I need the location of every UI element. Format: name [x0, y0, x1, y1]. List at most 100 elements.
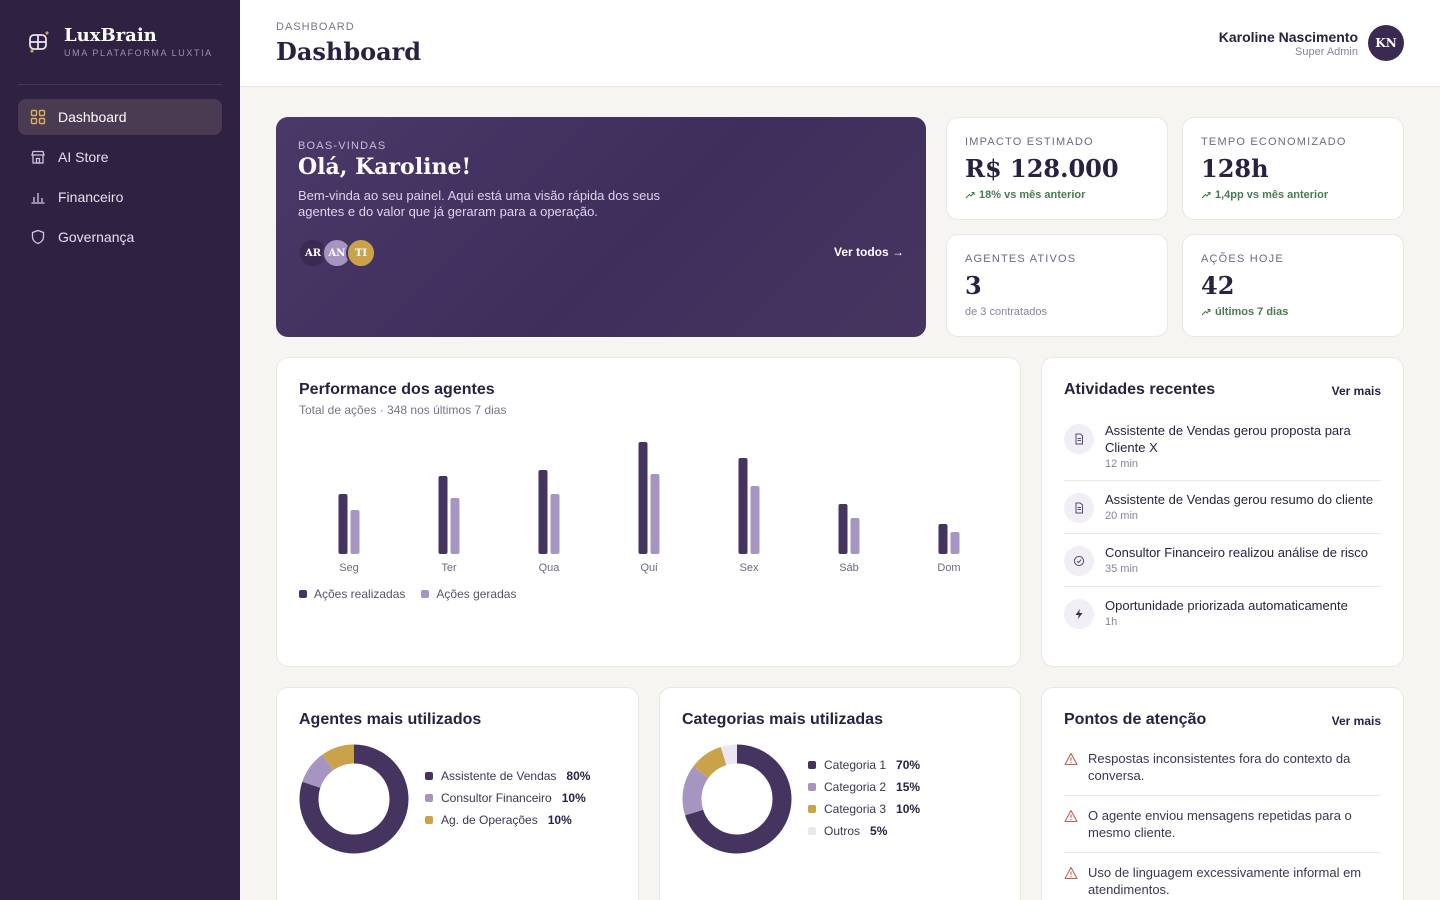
bar-ter-series-0[interactable]: [438, 476, 448, 554]
kpi-label: TEMPO ECONOMIZADO: [1201, 136, 1347, 148]
list-item[interactable]: Uso de linguagem excessivamente informal…: [1064, 864, 1381, 900]
kpi-value: R$ 128.000: [965, 154, 1119, 183]
bar-ter-series-1[interactable]: [450, 498, 460, 554]
bar-sex-series-1[interactable]: [750, 486, 760, 554]
kpi-value: 128h: [1201, 154, 1269, 183]
agent-avatars: AR AN TI: [298, 238, 376, 268]
legend-swatch: [299, 590, 307, 598]
legend-swatch: [808, 827, 816, 835]
bar-seg-series-0[interactable]: [338, 494, 348, 554]
legend-value: 5%: [870, 824, 888, 838]
agents-donut-chart: [299, 744, 409, 854]
kpi-card-impacto: IMPACTO ESTIMADO R$ 128.000 18% vs mês a…: [946, 117, 1168, 220]
chart-legend: Ações realizadas Ações geradas: [299, 587, 532, 601]
x-tick-label: Dom: [937, 562, 960, 574]
legend-value: 80%: [566, 769, 591, 783]
activity-time: 35 min: [1105, 563, 1139, 575]
kpi-label: AGENTES ATIVOS: [965, 253, 1077, 265]
legend-label: Outros: [824, 824, 861, 838]
attention-text: Respostas inconsistentes fora do context…: [1088, 751, 1351, 783]
sidebar-item-label: AI Store: [58, 149, 109, 165]
list-item[interactable]: Oportunidade priorizada automaticamente …: [1064, 597, 1381, 639]
x-tick-label: Qui: [640, 562, 657, 574]
brand-tagline: UMA PLATAFORMA LUXTIA: [64, 48, 213, 58]
grid-icon: [30, 109, 46, 125]
performance-card: Performance dos agentes Total de ações ·…: [276, 357, 1021, 667]
trend-up-icon: [1201, 308, 1211, 316]
attention-card: Pontos de atenção Ver mais Respostas inc…: [1041, 687, 1404, 900]
brand[interactable]: LuxBrain UMA PLATAFORMA LUXTIA: [26, 26, 213, 58]
kpi-card-acoes: AÇÕES HOJE 42 últimos 7 dias: [1182, 234, 1404, 337]
legend-swatch: [421, 590, 430, 598]
welcome-eyebrow: BOAS-VINDAS: [298, 140, 387, 152]
trend-up-icon: [1201, 191, 1211, 199]
breadcrumb[interactable]: DASHBOARD: [276, 21, 355, 33]
brain-logo-icon: [29, 31, 49, 53]
sidebar-item-governanca[interactable]: Governança: [18, 219, 222, 255]
bar-qua-series-1[interactable]: [550, 494, 560, 554]
activities-list: Assistente de Vendas gerou proposta para…: [1064, 422, 1381, 649]
document-icon: [1064, 493, 1094, 523]
legend-label: Assistente de Vendas: [441, 769, 557, 783]
agent-avatar[interactable]: TI: [346, 238, 376, 268]
legend-item: Ações geradas: [421, 587, 516, 601]
sidebar-item-financeiro[interactable]: Financeiro: [18, 179, 222, 215]
bar-qui-series-0[interactable]: [638, 442, 648, 554]
list-item[interactable]: Assistente de Vendas gerou proposta para…: [1064, 422, 1381, 481]
legend-value: 10%: [896, 802, 921, 816]
activity-text: Assistente de Vendas gerou proposta para…: [1105, 423, 1351, 455]
attention-see-more-link[interactable]: Ver mais: [1331, 714, 1381, 728]
kpi-value: 42: [1201, 271, 1235, 300]
user-menu[interactable]: Karoline Nascimento Super Admin KN: [1219, 25, 1404, 61]
kpi-note-text: 18% vs mês anterior: [979, 189, 1086, 201]
bar-seg-series-1[interactable]: [350, 510, 360, 554]
attention-title: Pontos de atenção: [1064, 711, 1207, 728]
page-title: Dashboard: [276, 37, 422, 66]
list-item[interactable]: Assistente de Vendas gerou resumo do cli…: [1064, 491, 1381, 534]
attention-list: Respostas inconsistentes fora do context…: [1064, 750, 1381, 900]
list-item[interactable]: O agente enviou mensagens repetidas para…: [1064, 807, 1381, 853]
see-all-link[interactable]: Ver todos →: [833, 245, 904, 259]
donut-slice-3[interactable]: [682, 744, 792, 854]
activities-card: Atividades recentes Ver mais Assistente …: [1041, 357, 1404, 667]
bar-dom-series-0[interactable]: [938, 524, 948, 554]
x-tick-label: Ter: [441, 562, 457, 574]
top-agents-card: Agentes mais utilizados Assistente de Ve…: [276, 687, 639, 900]
activities-title: Atividades recentes: [1064, 381, 1216, 398]
donut-slice-2[interactable]: [299, 744, 409, 854]
x-tick-label: Sáb: [839, 562, 859, 574]
avatar[interactable]: KN: [1368, 25, 1404, 61]
sidebar-item-ai-store[interactable]: AI Store: [18, 139, 222, 175]
legend-swatch: [808, 761, 816, 769]
bar-sex-series-0[interactable]: [738, 458, 748, 554]
legend-swatch: [808, 805, 816, 813]
bar-qua-series-0[interactable]: [538, 470, 548, 554]
agent-avatar[interactable]: AN: [322, 238, 352, 268]
legend-item: Outros 5%: [808, 820, 920, 842]
sidebar-item-dashboard[interactable]: Dashboard: [18, 99, 222, 135]
top-agents-title: Agentes mais utilizados: [299, 711, 482, 728]
x-tick-label: Seg: [339, 562, 359, 574]
performance-title: Performance dos agentes: [299, 381, 495, 398]
agents-donut-legend: Assistente de Vendas 80% Consultor Financ…: [425, 765, 590, 831]
kpi-note: de 3 contratados: [965, 306, 1047, 318]
kpi-value: 3: [965, 271, 982, 300]
activities-see-more-link[interactable]: Ver mais: [1331, 384, 1381, 398]
list-item[interactable]: Consultor Financeiro realizou análise de…: [1064, 544, 1381, 587]
list-item[interactable]: Respostas inconsistentes fora do context…: [1064, 750, 1381, 796]
kpi-label: AÇÕES HOJE: [1201, 253, 1284, 265]
welcome-title: Olá, Karoline!: [298, 154, 472, 180]
legend-label: Categoria 3: [824, 802, 887, 816]
check-circle-icon: [1064, 546, 1094, 576]
bar-sáb-series-1[interactable]: [850, 518, 860, 554]
bar-sáb-series-0[interactable]: [838, 504, 848, 554]
legend-value: 70%: [896, 758, 921, 772]
bar-qui-series-1[interactable]: [650, 474, 660, 554]
donut-slice-1[interactable]: [682, 744, 792, 854]
sidebar: LuxBrain UMA PLATAFORMA LUXTIA Dashboard…: [0, 0, 240, 900]
legend-label: Categoria 2: [824, 780, 887, 794]
categories-donut-legend: Categoria 1 70% Categoria 2 15% Categoria …: [808, 754, 920, 842]
legend-item: Categoria 1 70%: [808, 754, 920, 776]
bar-dom-series-1[interactable]: [950, 532, 960, 554]
legend-label: Ações realizadas: [314, 587, 406, 601]
